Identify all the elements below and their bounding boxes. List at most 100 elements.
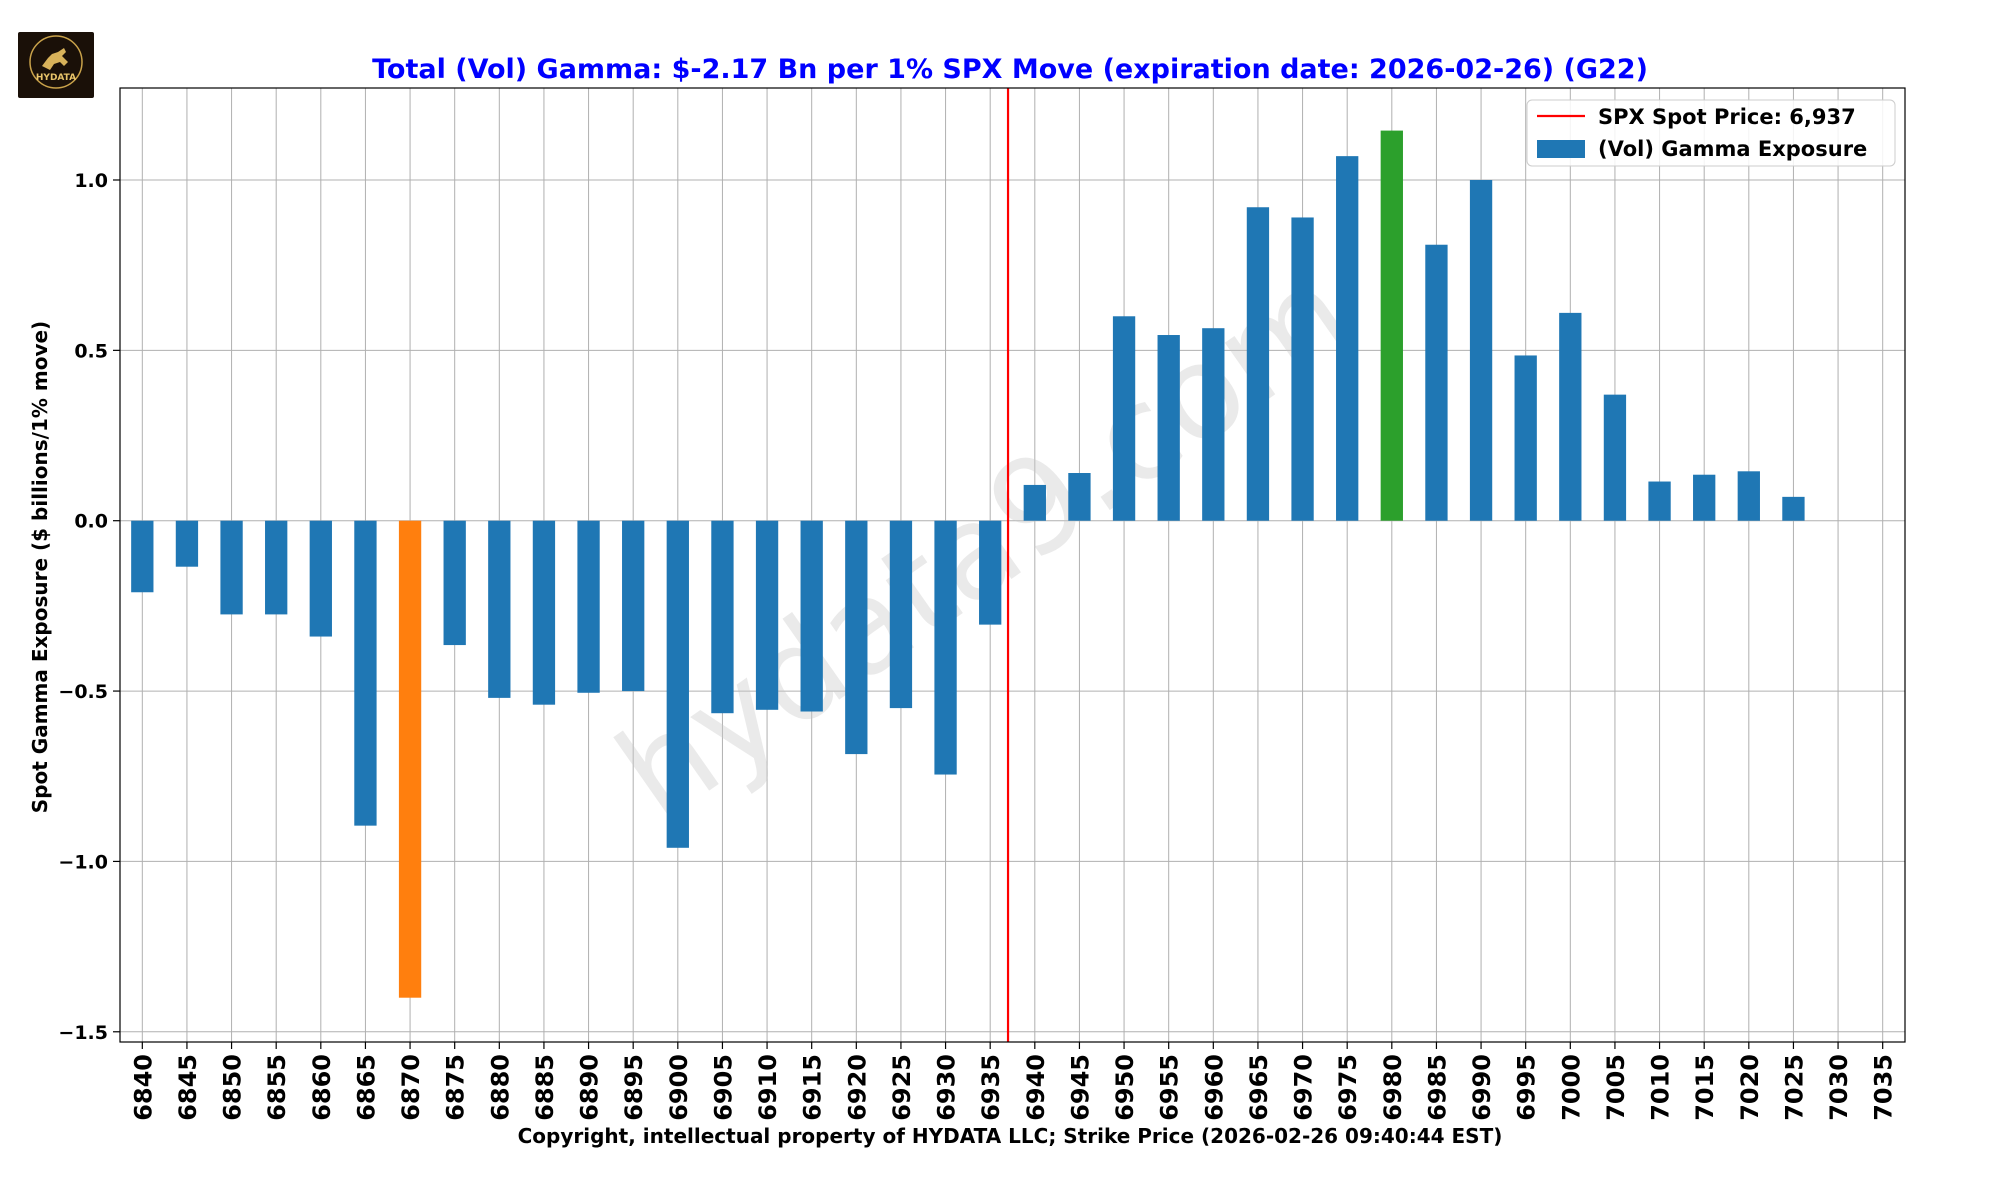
bar-7000 xyxy=(1559,312,1582,521)
y-axis-label: Spot Gamma Exposure ($ billions/1% move) xyxy=(28,321,52,813)
y-tick-label: 0.5 xyxy=(74,340,108,362)
x-tick-label: 6925 xyxy=(888,1054,916,1121)
hydata-logo: HYDATA xyxy=(18,32,94,98)
bar-6905 xyxy=(711,520,734,714)
legend-bar-swatch xyxy=(1537,140,1585,158)
legend-bar-label: (Vol) Gamma Exposure xyxy=(1598,137,1867,161)
bar-6870 xyxy=(398,520,422,998)
x-tick-label: 7000 xyxy=(1557,1054,1585,1121)
bar-6860 xyxy=(309,520,332,637)
x-tick-label: 6920 xyxy=(843,1054,871,1121)
bar-6915 xyxy=(800,520,823,712)
bar-7005 xyxy=(1603,394,1627,521)
bar-7015 xyxy=(1693,474,1716,521)
bar-6975 xyxy=(1336,156,1359,521)
legend: SPX Spot Price: 6,937 (Vol) Gamma Exposu… xyxy=(1526,99,1896,167)
y-axis: −1.5 −1.0 −0.5 0.0 0.5 1.0 xyxy=(58,170,120,1044)
x-tick-label: 7020 xyxy=(1736,1054,1764,1121)
y-tick-label: −0.5 xyxy=(58,681,108,703)
bar-6890 xyxy=(577,520,600,693)
x-tick-label: 7035 xyxy=(1870,1054,1898,1121)
bar-6980 xyxy=(1380,130,1403,521)
bar-6950 xyxy=(1112,316,1136,521)
x-tick-label: 6890 xyxy=(576,1054,604,1121)
legend-spot-label: SPX Spot Price: 6,937 xyxy=(1598,105,1856,129)
x-tick-label: 6905 xyxy=(709,1054,737,1121)
x-axis-label: Copyright, intellectual property of HYDA… xyxy=(518,1124,1503,1148)
x-tick-label: 6955 xyxy=(1156,1054,1184,1121)
bars xyxy=(131,130,1805,998)
x-tick-label: 6940 xyxy=(1022,1054,1050,1121)
x-tick-label: 7005 xyxy=(1602,1054,1630,1121)
x-tick-label: 6980 xyxy=(1379,1054,1407,1121)
x-tick-label: 6995 xyxy=(1513,1054,1541,1121)
y-tick-label: 1.0 xyxy=(74,170,108,192)
y-tick-label: −1.0 xyxy=(58,851,108,873)
logo-text: HYDATA xyxy=(36,73,76,83)
x-tick-label: 7025 xyxy=(1780,1054,1808,1121)
bar-6930 xyxy=(934,520,957,775)
x-tick-label: 6945 xyxy=(1066,1054,1094,1121)
chart-title: Total (Vol) Gamma: $-2.17 Bn per 1% SPX … xyxy=(372,54,1648,85)
x-tick-label: 6975 xyxy=(1334,1054,1362,1121)
x-tick-label: 6985 xyxy=(1423,1054,1451,1121)
bar-6960 xyxy=(1202,328,1225,521)
legend-box xyxy=(1526,99,1896,167)
x-tick-label: 6965 xyxy=(1245,1054,1273,1121)
bar-6940 xyxy=(1023,484,1046,521)
x-tick-label: 7015 xyxy=(1691,1054,1719,1121)
bar-7020 xyxy=(1737,471,1760,521)
bull-logo-icon: HYDATA xyxy=(29,35,83,89)
x-tick-label: 6960 xyxy=(1200,1054,1228,1121)
x-tick-label: 6870 xyxy=(397,1054,425,1121)
x-tick-label: 6900 xyxy=(665,1054,693,1121)
x-tick-label: 7010 xyxy=(1647,1054,1675,1121)
bar-6920 xyxy=(845,520,868,755)
x-tick-label: 6845 xyxy=(174,1054,202,1121)
bar-7010 xyxy=(1648,481,1671,521)
axes-frame xyxy=(119,87,1906,1043)
bar-6935 xyxy=(979,520,1002,625)
bar-6865 xyxy=(354,520,377,826)
x-tick-label: 6895 xyxy=(620,1054,648,1121)
x-tick-label: 6875 xyxy=(442,1054,470,1121)
x-tick-label: 6970 xyxy=(1290,1054,1318,1121)
y-tick-label: 0.0 xyxy=(74,511,108,533)
bar-6880 xyxy=(488,520,511,698)
bar-6970 xyxy=(1291,217,1314,521)
bar-6850 xyxy=(220,520,243,615)
x-tick-label: 6840 xyxy=(129,1054,157,1121)
x-tick-label: 6865 xyxy=(352,1054,380,1121)
x-tick-label: 6880 xyxy=(486,1054,514,1121)
bar-6875 xyxy=(443,520,466,646)
bar-6855 xyxy=(265,520,288,615)
x-tick-label: 6850 xyxy=(219,1054,247,1121)
x-tick-label: 6950 xyxy=(1111,1054,1139,1121)
x-tick-label: 7030 xyxy=(1825,1054,1853,1121)
y-tick-label: −1.5 xyxy=(58,1022,108,1044)
bar-6955 xyxy=(1157,335,1180,521)
bar-6910 xyxy=(755,520,779,710)
bar-6945 xyxy=(1068,473,1091,521)
x-tick-label: 6935 xyxy=(977,1054,1005,1121)
bar-6965 xyxy=(1246,207,1270,521)
bar-6995 xyxy=(1514,355,1537,521)
x-tick-label: 6910 xyxy=(754,1054,782,1121)
x-tick-label: 6855 xyxy=(263,1054,291,1121)
bar-6885 xyxy=(532,520,556,705)
bar-6840 xyxy=(131,520,154,593)
bar-6990 xyxy=(1469,179,1493,521)
bar-6925 xyxy=(889,520,913,709)
bar-6895 xyxy=(622,520,645,692)
x-tick-label: 6885 xyxy=(531,1054,559,1121)
x-tick-label: 6930 xyxy=(933,1054,961,1121)
x-tick-label: 6915 xyxy=(799,1054,827,1121)
x-axis: 6840 6845 6850 6855 6860 6865 6870 6875 6880 6885… xyxy=(129,1042,1898,1121)
bar-6900 xyxy=(666,520,689,848)
bar-7025 xyxy=(1782,496,1805,521)
x-tick-label: 6860 xyxy=(308,1054,336,1121)
bar-6985 xyxy=(1425,244,1448,521)
bar-6845 xyxy=(175,520,199,567)
